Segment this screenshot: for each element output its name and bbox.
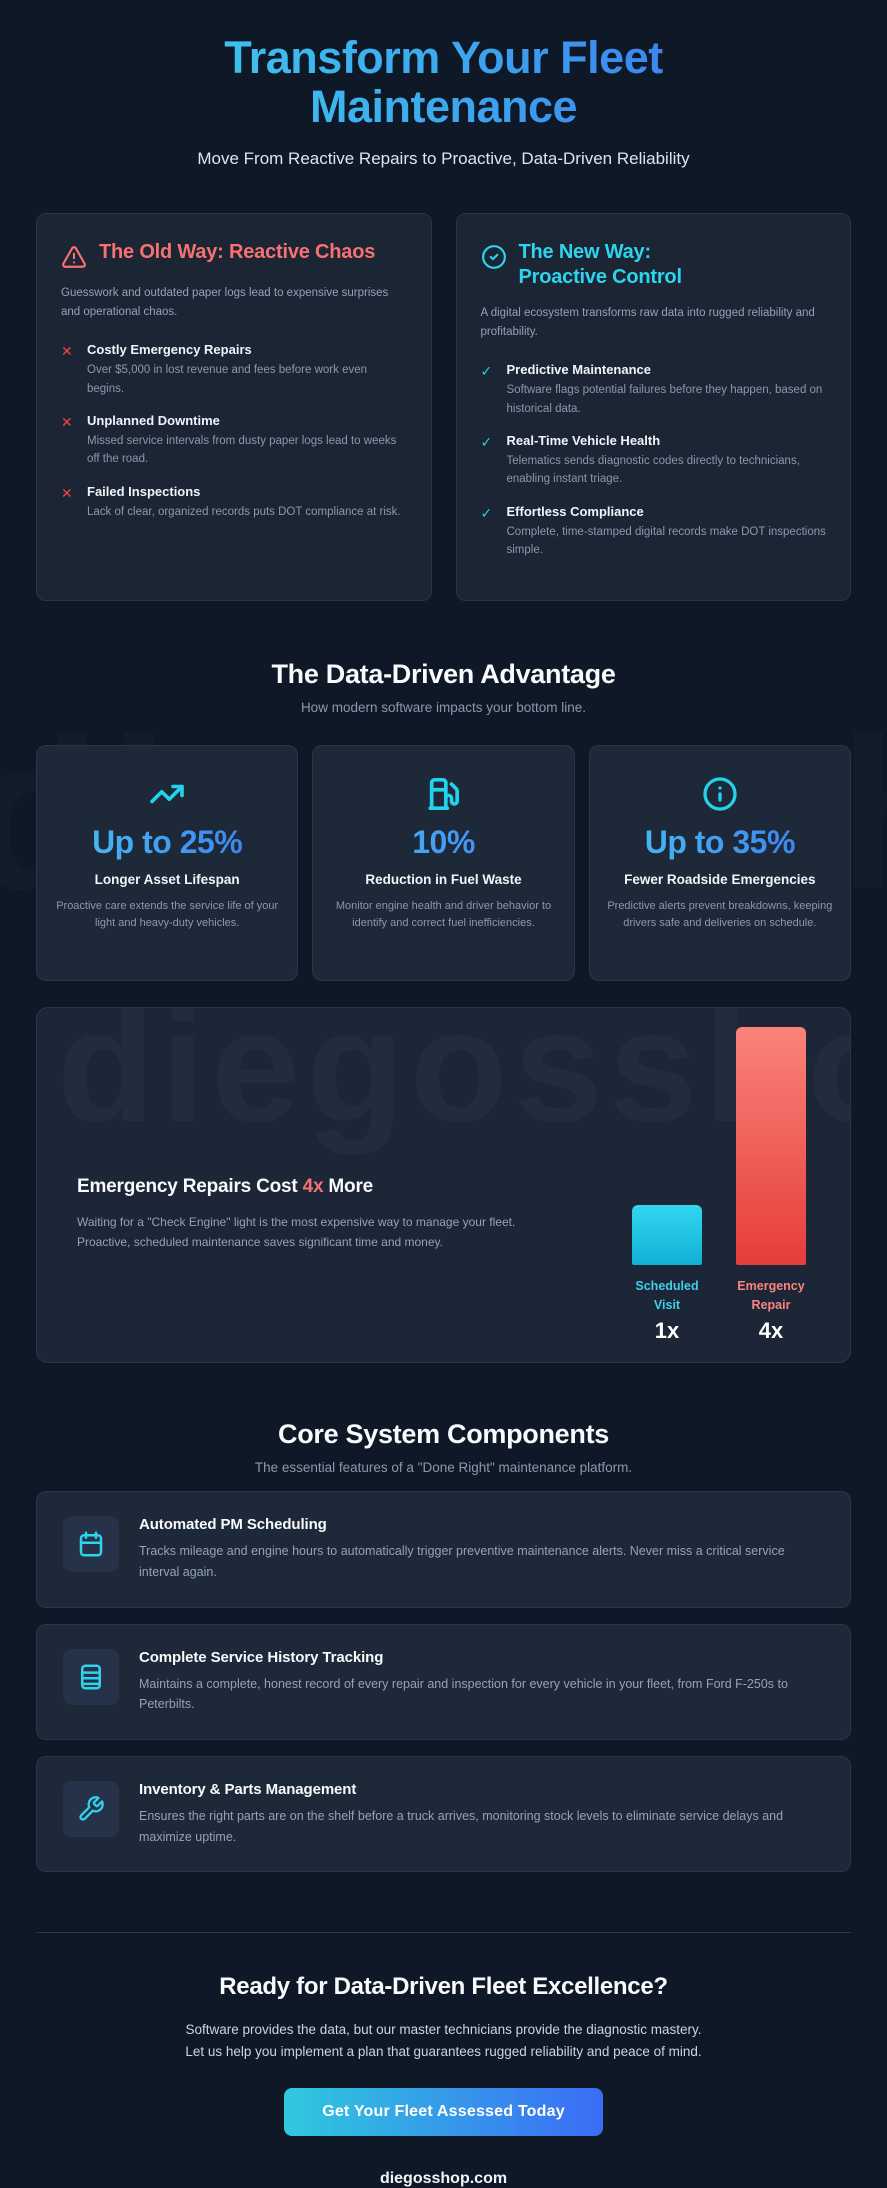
list-item: ✕ Failed Inspections Lack of clear, orga… [61, 484, 407, 521]
list-item-description: Over $5,000 in lost revenue and fees bef… [87, 364, 368, 395]
stats-section: Up to 25% Longer Asset Lifespan Proactiv… [36, 745, 851, 982]
stat-value: Up to 35% [606, 824, 834, 861]
check-mark-icon: ✓ [480, 363, 493, 380]
cost-comparison-chart-card: diegosshop Emergency Repairs Cost 4x Mor… [36, 1007, 851, 1364]
stat-label: Fewer Roadside Emergencies [624, 872, 816, 888]
footer-divider [36, 1932, 851, 1934]
trending-up-icon [53, 776, 281, 812]
chart-title-highlight: 4x [302, 1176, 324, 1198]
list-item-title: Failed Inspections [87, 483, 201, 499]
stat-label: Reduction in Fuel Waste [365, 872, 522, 888]
page-title: Transform Your Fleet Maintenance [164, 33, 724, 131]
new-way-card: The New Way: Proactive Control A digital… [455, 213, 851, 602]
components-section-title: Core System Components [278, 1419, 609, 1450]
list-item-description: Telematics sends diagnostic codes direct… [506, 454, 800, 486]
bar-category-label: Scheduled Visit [635, 1278, 699, 1312]
stat-card-fuel-waste: 10% Reduction in Fuel Waste Monitor engi… [312, 745, 575, 982]
footer-description: Software provides the data, but our mast… [185, 2022, 702, 2059]
list-item-description: Lack of clear, organized records puts DO… [87, 505, 401, 518]
list-item: ✓ Real-Time Vehicle Health Telematics se… [481, 433, 827, 489]
check-mark-icon: ✓ [480, 433, 493, 450]
old-way-card: The Old Way: Reactive Chaos Guesswork an… [36, 213, 432, 602]
stat-label: Longer Asset Lifespan [94, 872, 240, 888]
list-item-description: Software flags potential failures before… [506, 384, 823, 415]
bar-value-label: 1x [654, 1318, 680, 1344]
new-way-list: ✓ Predictive Maintenance Software flags … [481, 362, 827, 559]
list-item-description: Complete, time-stamped digital records m… [506, 525, 826, 557]
wrench-icon [63, 1780, 119, 1837]
header: Transform Your Fleet Maintenance Move Fr… [0, 0, 887, 169]
website-domain: diegosshop.com [379, 2170, 508, 2188]
bar-scheduled-visit [632, 1204, 702, 1265]
features-section: Automated PM Scheduling Tracks mileage a… [36, 1491, 851, 1873]
components-section-subtitle: The essential features of a "Done Right"… [254, 1460, 633, 1476]
stat-description: Monitor engine health and driver behavio… [335, 899, 552, 929]
comparison-section: The Old Way: Reactive Chaos Guesswork an… [36, 213, 851, 602]
feature-description: Ensures the right parts are on the shelf… [139, 1808, 784, 1844]
feature-description: Maintains a complete, honest record of e… [139, 1676, 788, 1712]
list-item-title: Effortless Compliance [506, 503, 644, 519]
stat-card-roadside-emergencies: Up to 35% Fewer Roadside Emergencies Pre… [588, 745, 851, 982]
list-item-title: Unplanned Downtime [87, 412, 220, 428]
advantage-section-title: The Data-Driven Advantage [271, 659, 616, 690]
old-way-list: ✕ Costly Emergency Repairs Over $5,000 i… [61, 342, 407, 521]
footer-cta-section: Ready for Data-Driven Fleet Excellence? … [0, 1933, 887, 2188]
feature-card-pm-scheduling: Automated PM Scheduling Tracks mileage a… [36, 1491, 851, 1608]
list-item-title: Predictive Maintenance [506, 362, 652, 378]
bar-category-label: Emergency Repair [737, 1278, 805, 1312]
old-way-description: Guesswork and outdated paper logs lead t… [61, 287, 389, 319]
chart-text-block: Emergency Repairs Cost 4x More Waiting f… [77, 1176, 557, 1253]
stat-value: 10% [329, 824, 557, 861]
stat-value: Up to 25% [53, 824, 281, 861]
new-way-title: The New Way: Proactive Control [518, 241, 683, 289]
bar-emergency-repair [736, 1026, 806, 1265]
check-circle-icon [481, 244, 507, 270]
stat-description: Proactive care extends the service life … [56, 899, 279, 929]
x-mark-icon: ✕ [61, 343, 73, 360]
advantage-section-subtitle: How modern software impacts your bottom … [300, 700, 587, 716]
old-way-card-header: The Old Way: Reactive Chaos [61, 240, 407, 270]
feature-card-inventory-parts: Inventory & Parts Management Ensures the… [36, 1755, 851, 1873]
feature-card-service-history: Complete Service History Tracking Mainta… [36, 1623, 851, 1740]
new-way-description: A digital ecosystem transforms raw data … [480, 307, 815, 339]
old-way-title: The Old Way: Reactive Chaos [99, 241, 376, 264]
list-item: ✓ Predictive Maintenance Software flags … [481, 362, 827, 418]
list-item: ✓ Effortless Compliance Complete, time-s… [481, 504, 827, 560]
check-mark-icon: ✓ [480, 504, 493, 521]
get-fleet-assessed-button[interactable]: Get Your Fleet Assessed Today [284, 2088, 603, 2137]
x-mark-icon: ✕ [61, 484, 73, 501]
x-mark-icon: ✕ [61, 413, 73, 430]
service-history-icon [63, 1648, 119, 1705]
warning-triangle-icon [61, 244, 87, 270]
stat-card-asset-lifespan: Up to 25% Longer Asset Lifespan Proactiv… [36, 745, 299, 982]
feature-description: Tracks mileage and engine hours to autom… [139, 1544, 785, 1580]
bar-chart: Scheduled Visit 1x Emergency Repair 4x [628, 1026, 810, 1345]
bar-group-emergency-repair: Emergency Repair 4x [732, 1026, 810, 1345]
feature-title: Inventory & Parts Management [139, 1780, 357, 1798]
page-subtitle: Move From Reactive Repairs to Proactive,… [197, 149, 690, 169]
fuel-pump-icon [329, 776, 557, 812]
chart-title: Emergency Repairs Cost 4x More [77, 1176, 374, 1198]
list-item-description: Missed service intervals from dusty pape… [87, 434, 397, 466]
list-item: ✕ Costly Emergency Repairs Over $5,000 i… [61, 342, 407, 398]
footer-title: Ready for Data-Driven Fleet Excellence? [219, 1973, 668, 2001]
feature-title: Complete Service History Tracking [139, 1648, 384, 1666]
chart-description: Waiting for a "Check Engine" light is th… [77, 1215, 516, 1250]
info-circle-icon [606, 776, 834, 812]
stat-description: Predictive alerts prevent breakdowns, ke… [607, 899, 833, 929]
list-item: ✕ Unplanned Downtime Missed service inte… [61, 413, 407, 469]
new-way-card-header: The New Way: Proactive Control [481, 240, 827, 290]
list-item-title: Costly Emergency Repairs [87, 342, 252, 358]
bar-value-label: 4x [758, 1318, 784, 1344]
list-item-title: Real-Time Vehicle Health [506, 432, 661, 448]
calendar-icon [63, 1516, 119, 1573]
bar-group-scheduled-visit: Scheduled Visit 1x [628, 1204, 706, 1345]
feature-title: Automated PM Scheduling [139, 1516, 327, 1534]
